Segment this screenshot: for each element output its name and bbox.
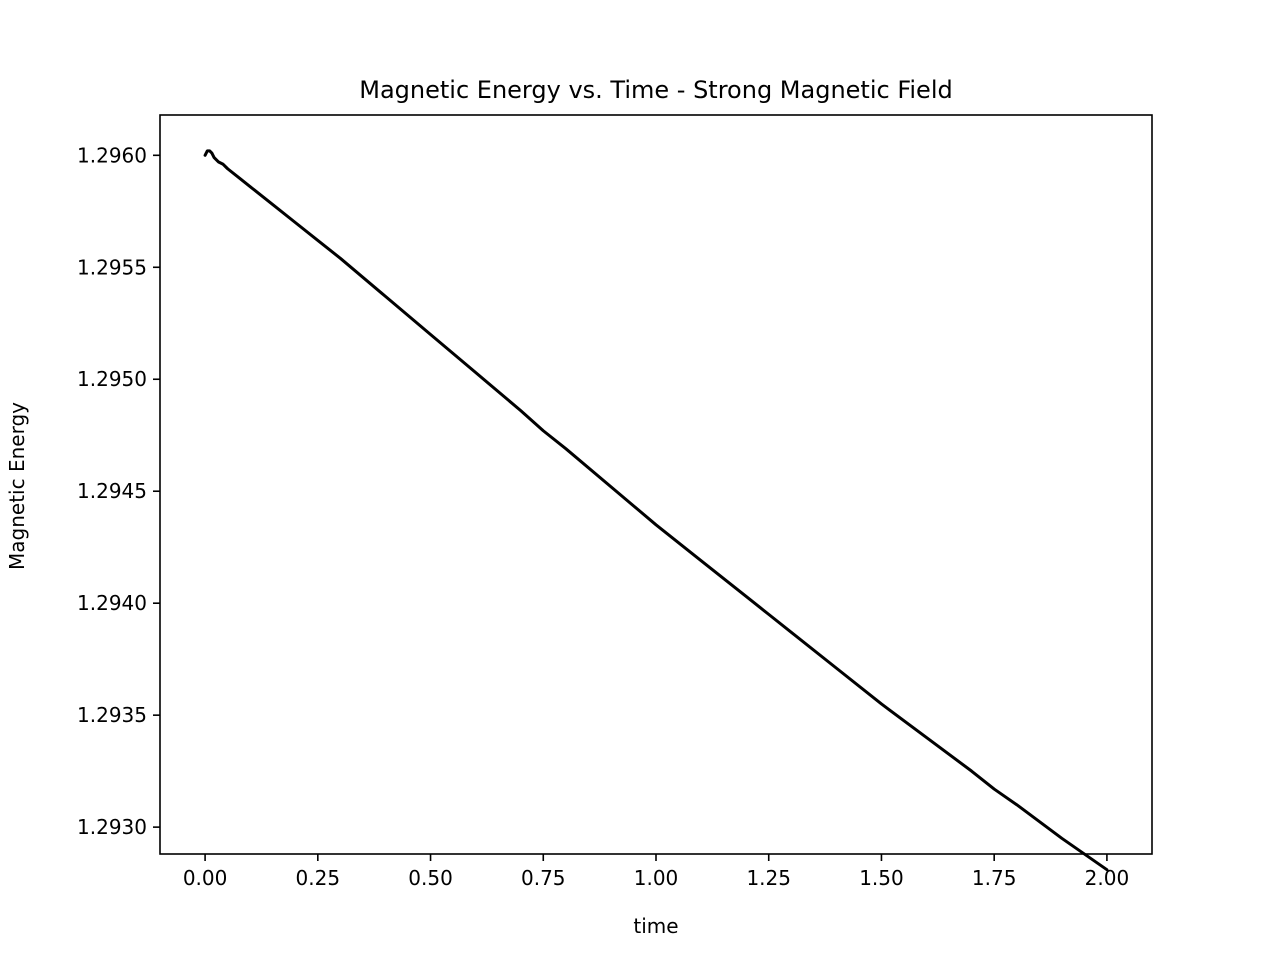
y-tick-label: 1.2955	[77, 255, 147, 279]
y-tick-label: 1.2960	[77, 143, 147, 167]
x-tick-label: 0.00	[183, 866, 228, 890]
y-axis-label: Magnetic Energy	[5, 402, 29, 570]
x-tick-label: 0.25	[296, 866, 341, 890]
x-tick-label: 1.75	[972, 866, 1017, 890]
y-tick-label: 1.2930	[77, 815, 147, 839]
y-axis: 1.2930 1.2935 1.2940 1.2945 1.2950 1.2955 1.29…	[77, 143, 160, 839]
x-tick-label: 1.25	[746, 866, 791, 890]
x-tick-label: 1.00	[634, 866, 679, 890]
y-tick-label: 1.2935	[77, 703, 147, 727]
y-tick-label: 1.2950	[77, 367, 147, 391]
series-layer	[203, 149, 1109, 872]
x-tick-label: 0.50	[408, 866, 453, 890]
y-tick-label: 1.2940	[77, 591, 147, 615]
x-axis: 0.00 0.25 0.50 0.75 1.00 1.25 1.50 1.75 2.00	[183, 854, 1129, 890]
x-tick-label: 0.75	[521, 866, 566, 890]
x-axis-label: time	[633, 914, 678, 938]
x-tick-label: 1.50	[859, 866, 904, 890]
y-tick-label: 1.2945	[77, 479, 147, 503]
series-line	[203, 149, 1109, 872]
chart-title: Magnetic Energy vs. Time - Strong Magnet…	[359, 76, 952, 104]
